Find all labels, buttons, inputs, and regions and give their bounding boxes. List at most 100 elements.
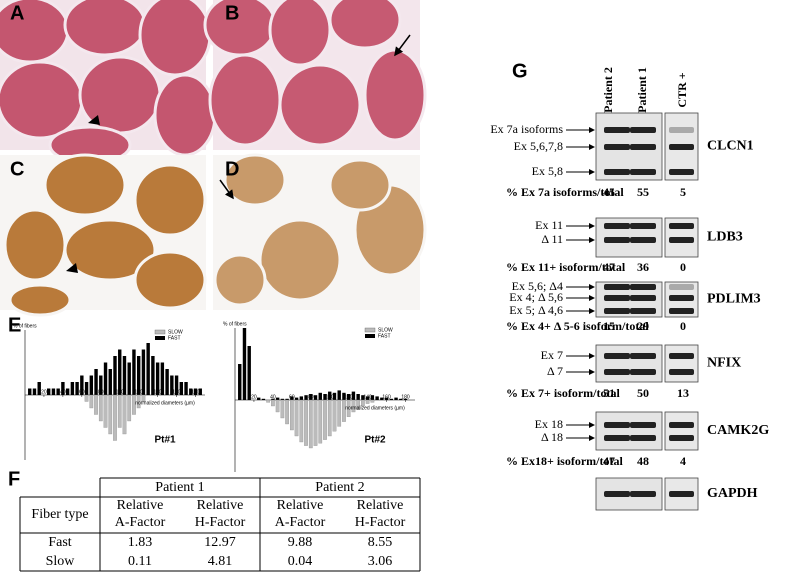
- bar-slow: [275, 399, 280, 413]
- x-axis-label: normalized diameters (µm): [345, 405, 405, 411]
- bar-fast: [299, 396, 304, 400]
- gene-label: LDB3: [707, 230, 743, 245]
- bar-fast: [280, 398, 285, 400]
- table-cell: 1.83: [128, 535, 153, 550]
- legend-label: SLOW: [378, 327, 393, 333]
- bar-slow: [94, 394, 98, 415]
- bar-fast: [399, 398, 403, 400]
- legend-swatch: [154, 329, 166, 335]
- bar-fast: [174, 375, 179, 395]
- bar-fast: [136, 356, 141, 395]
- legend-label: FAST: [168, 335, 181, 341]
- table-cell: Patient 2: [315, 480, 364, 495]
- bar-fast: [122, 356, 127, 395]
- ratio-value: 45: [603, 185, 615, 199]
- gel-band: [669, 491, 694, 497]
- bar-slow: [313, 399, 318, 446]
- legend-swatch: [365, 334, 375, 338]
- bar-fast: [247, 346, 251, 400]
- gel-lane-box: [664, 411, 699, 451]
- bar-fast: [184, 382, 188, 395]
- ratio-value: 47: [603, 454, 615, 468]
- bar-fast: [32, 388, 37, 395]
- ratio-value: 4: [680, 454, 686, 468]
- bar-slow: [122, 394, 127, 435]
- table-cell: A-Factor: [275, 515, 326, 530]
- gel-band: [604, 144, 630, 150]
- gel-band: [630, 223, 656, 229]
- bar-slow: [351, 399, 356, 413]
- column-header: CTR +: [675, 72, 689, 107]
- bar-slow: [342, 399, 346, 422]
- gel-band: [669, 308, 694, 314]
- bar-fast: [318, 392, 322, 400]
- gel-lane-box: [595, 344, 663, 383]
- bar-fast: [89, 375, 94, 395]
- bar-fast: [370, 395, 375, 400]
- bar-fast: [294, 397, 299, 400]
- bar-slow: [108, 394, 113, 435]
- table-cell: Relative: [277, 498, 324, 513]
- ratio-value: 47: [603, 260, 615, 274]
- micrograph-d: [213, 153, 427, 310]
- band-label: Ex 7a isoforms: [490, 122, 563, 136]
- bar-slow: [327, 399, 332, 437]
- bar-slow: [356, 399, 361, 410]
- table-cell: Slow: [46, 554, 76, 569]
- bar-slow: [271, 399, 275, 407]
- bar-fast: [394, 397, 398, 400]
- bar-slow: [299, 399, 304, 443]
- bar-fast: [256, 397, 261, 400]
- band-label: Δ 18: [541, 430, 563, 444]
- gel-band: [669, 353, 694, 359]
- x-tick-label: 20: [251, 394, 257, 400]
- gel-band: [630, 144, 656, 150]
- gene-label: PDLIM3: [707, 292, 761, 307]
- bar-fast: [132, 349, 136, 395]
- bar-fast: [261, 398, 266, 400]
- bar-slow: [136, 394, 141, 409]
- ratio-label: % Ex 11+ isoform/total: [506, 260, 626, 274]
- arrowhead-marker: [88, 115, 100, 125]
- ratio-value: 50: [637, 386, 649, 400]
- bar-fast: [179, 382, 184, 395]
- gel-lane-box: [595, 411, 663, 451]
- gel-band: [630, 295, 656, 301]
- band-label: Δ 7: [547, 364, 563, 378]
- gene-label: NFIX: [707, 356, 741, 371]
- bar-fast: [146, 343, 150, 395]
- bar-fast: [160, 362, 165, 395]
- gel-band: [630, 169, 656, 175]
- ratio-value: 51: [603, 386, 615, 400]
- x-axis-label: normalized diameters (µm): [135, 400, 195, 406]
- ratio-value: 48: [637, 454, 649, 468]
- gel-lane-box: [664, 344, 699, 383]
- bar-slow: [117, 394, 122, 428]
- gel-band: [604, 491, 630, 497]
- bar-fast: [238, 364, 242, 400]
- band-label: Ex 5,8: [532, 164, 563, 178]
- bar-fast: [242, 328, 247, 400]
- band-label: Ex 4; Δ 5,6: [509, 290, 563, 304]
- gel-band: [604, 369, 630, 375]
- bar-fast: [65, 388, 70, 395]
- bar-fast: [127, 362, 131, 395]
- gel-band: [630, 353, 656, 359]
- gel-band: [669, 422, 694, 428]
- bar-fast: [361, 395, 365, 400]
- bar-fast: [165, 369, 169, 395]
- x-tick-label: 20: [41, 389, 47, 395]
- x-tick-label: 160: [382, 394, 391, 400]
- gel-band: [630, 491, 656, 497]
- bar-fast: [103, 362, 108, 395]
- bar-fast: [99, 375, 103, 395]
- bar-fast: [271, 398, 275, 400]
- table-cell: 8.55: [368, 535, 393, 550]
- column-header: Patient 1: [635, 67, 649, 113]
- bar-slow: [294, 399, 299, 437]
- bar-fast: [346, 394, 351, 400]
- ratio-value: 0: [680, 260, 686, 274]
- bar-fast: [61, 382, 65, 395]
- bar-slow: [346, 399, 351, 417]
